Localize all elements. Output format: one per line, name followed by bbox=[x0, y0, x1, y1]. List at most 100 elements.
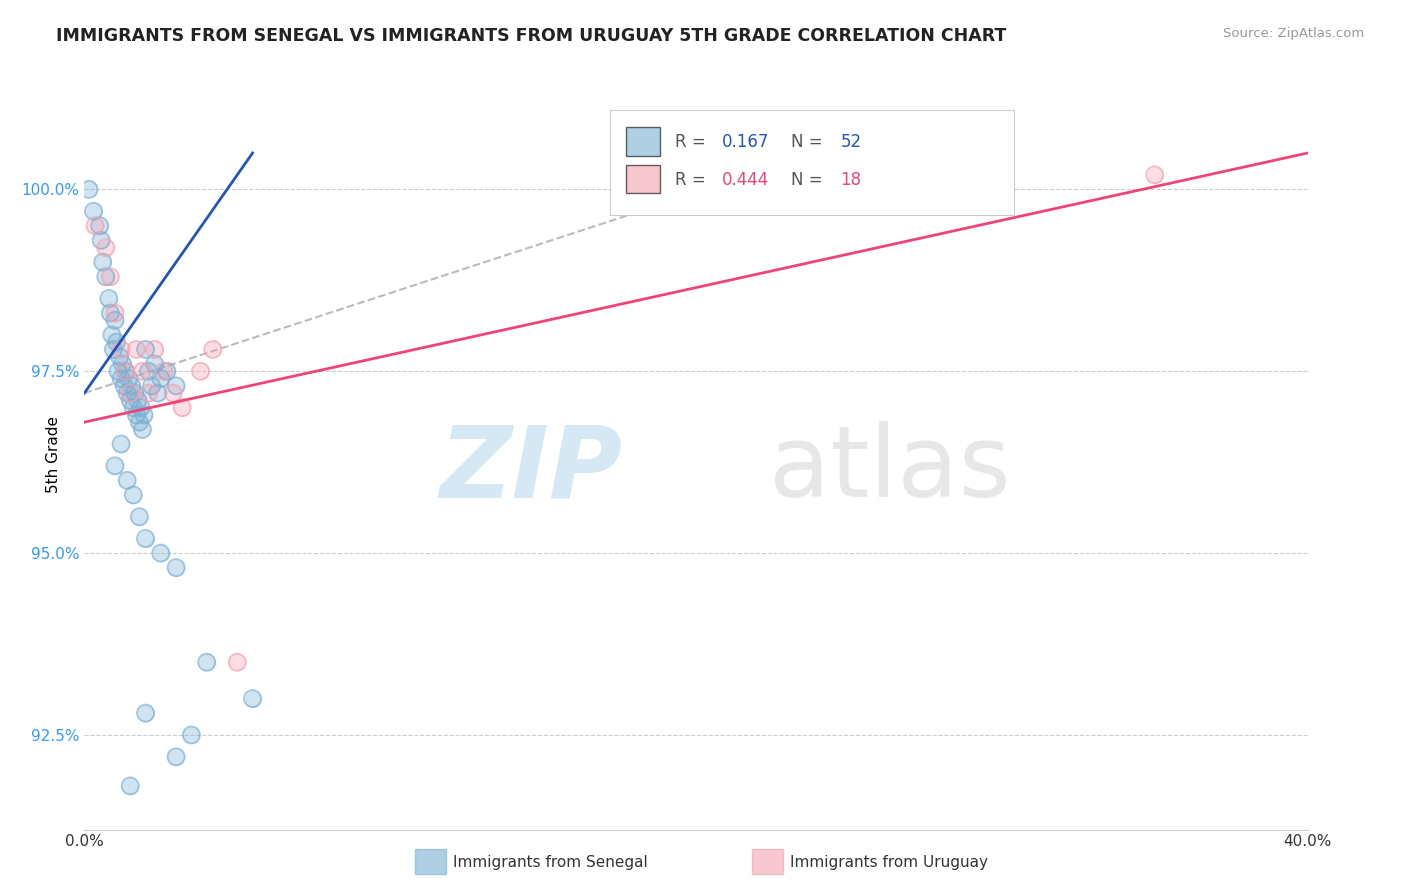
Point bbox=[97, 292, 120, 306]
Point bbox=[165, 560, 187, 574]
Point bbox=[107, 364, 129, 378]
Point bbox=[91, 255, 114, 269]
Point bbox=[110, 343, 132, 357]
Point bbox=[121, 379, 143, 393]
Point bbox=[242, 691, 264, 706]
Point bbox=[115, 386, 138, 401]
Text: Immigrants from Uruguay: Immigrants from Uruguay bbox=[790, 855, 988, 870]
Point bbox=[90, 233, 112, 247]
Point bbox=[165, 560, 187, 574]
Point bbox=[94, 269, 117, 284]
Point bbox=[103, 343, 125, 357]
Point bbox=[1143, 168, 1166, 182]
Point bbox=[135, 532, 157, 546]
Text: 5th Grade: 5th Grade bbox=[46, 417, 62, 493]
Point bbox=[129, 401, 152, 415]
Point bbox=[201, 343, 224, 357]
Point bbox=[141, 379, 163, 393]
Point bbox=[104, 458, 127, 473]
Point bbox=[83, 204, 105, 219]
Point bbox=[128, 415, 150, 429]
Point bbox=[125, 408, 148, 422]
Text: 52: 52 bbox=[841, 134, 862, 152]
Text: IMMIGRANTS FROM SENEGAL VS IMMIGRANTS FROM URUGUAY 5TH GRADE CORRELATION CHART: IMMIGRANTS FROM SENEGAL VS IMMIGRANTS FR… bbox=[56, 27, 1007, 45]
Text: 0.444: 0.444 bbox=[721, 171, 769, 189]
Point bbox=[180, 728, 202, 742]
Point bbox=[124, 386, 146, 401]
Point bbox=[120, 393, 142, 408]
Text: Source: ZipAtlas.com: Source: ZipAtlas.com bbox=[1223, 27, 1364, 40]
Point bbox=[89, 219, 111, 233]
Point bbox=[190, 364, 212, 378]
Text: 18: 18 bbox=[841, 171, 862, 189]
Point bbox=[104, 306, 127, 320]
Point bbox=[89, 219, 111, 233]
Point bbox=[77, 182, 100, 196]
Point bbox=[153, 364, 176, 378]
Point bbox=[138, 364, 160, 378]
Point bbox=[156, 364, 179, 378]
Point bbox=[156, 364, 179, 378]
Point bbox=[112, 379, 135, 393]
Point bbox=[118, 371, 141, 385]
Point bbox=[98, 269, 121, 284]
Point bbox=[94, 269, 117, 284]
Point bbox=[165, 749, 187, 764]
Point bbox=[120, 393, 142, 408]
Point bbox=[201, 343, 224, 357]
Point bbox=[135, 343, 157, 357]
Point bbox=[120, 779, 142, 793]
Point bbox=[122, 488, 145, 502]
Text: N =: N = bbox=[792, 171, 828, 189]
Point bbox=[84, 219, 107, 233]
Point bbox=[110, 371, 132, 385]
Point bbox=[94, 241, 117, 255]
Point bbox=[135, 532, 157, 546]
Point bbox=[125, 343, 148, 357]
Point bbox=[165, 749, 187, 764]
Point bbox=[120, 779, 142, 793]
Point bbox=[131, 422, 153, 436]
Point bbox=[226, 655, 249, 669]
Point bbox=[143, 343, 166, 357]
Point bbox=[125, 343, 148, 357]
Point bbox=[131, 364, 153, 378]
Point bbox=[105, 335, 128, 350]
Text: ZIP: ZIP bbox=[440, 421, 623, 518]
Point bbox=[118, 371, 141, 385]
Point bbox=[110, 371, 132, 385]
Point bbox=[162, 386, 184, 401]
Point bbox=[98, 306, 121, 320]
Point bbox=[162, 386, 184, 401]
Point bbox=[146, 386, 169, 401]
Point bbox=[91, 255, 114, 269]
Point bbox=[90, 233, 112, 247]
Point bbox=[180, 728, 202, 742]
Point bbox=[120, 386, 142, 401]
Point bbox=[114, 364, 136, 378]
Point bbox=[128, 415, 150, 429]
Point bbox=[149, 371, 172, 385]
Point bbox=[110, 437, 132, 451]
Point bbox=[111, 357, 134, 371]
Point bbox=[115, 474, 138, 488]
Point bbox=[127, 393, 149, 408]
Point bbox=[131, 364, 153, 378]
FancyBboxPatch shape bbox=[626, 165, 661, 194]
Point bbox=[132, 408, 155, 422]
Point bbox=[172, 401, 194, 415]
Text: Immigrants from Senegal: Immigrants from Senegal bbox=[453, 855, 648, 870]
FancyBboxPatch shape bbox=[626, 128, 661, 156]
Point bbox=[131, 422, 153, 436]
Point bbox=[128, 509, 150, 524]
Point bbox=[242, 691, 264, 706]
Point bbox=[121, 379, 143, 393]
Point bbox=[153, 364, 176, 378]
Point bbox=[122, 488, 145, 502]
Point bbox=[104, 313, 127, 327]
Point bbox=[110, 437, 132, 451]
Point bbox=[141, 379, 163, 393]
Point bbox=[112, 379, 135, 393]
Point bbox=[129, 401, 152, 415]
Text: 0.167: 0.167 bbox=[721, 134, 769, 152]
